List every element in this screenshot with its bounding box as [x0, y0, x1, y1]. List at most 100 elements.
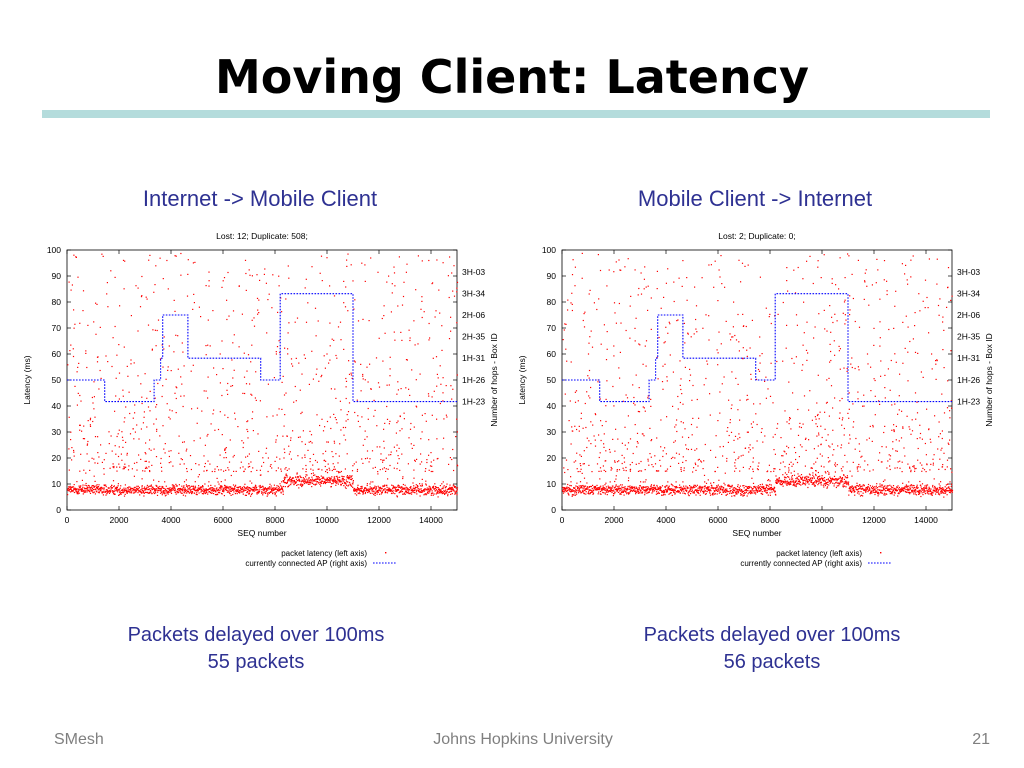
latency-point — [333, 476, 335, 478]
latency-point — [323, 482, 325, 484]
latency-point — [388, 488, 390, 491]
latency-point — [417, 488, 419, 490]
latency-point — [114, 410, 116, 412]
latency-point — [326, 479, 328, 481]
latency-point — [682, 422, 684, 424]
latency-point — [732, 492, 734, 494]
latency-point — [450, 488, 452, 490]
latency-point — [399, 469, 401, 471]
latency-point — [899, 489, 901, 491]
latency-point — [621, 442, 623, 444]
latency-point — [227, 467, 229, 469]
latency-point — [797, 478, 799, 480]
latency-point — [604, 493, 606, 495]
latency-point — [344, 468, 346, 470]
latency-point — [444, 493, 446, 495]
latency-point — [768, 316, 770, 318]
latency-point — [411, 369, 413, 371]
latency-point — [628, 477, 630, 479]
latency-point — [246, 428, 248, 431]
latency-point — [196, 407, 199, 409]
latency-point — [329, 285, 331, 287]
latency-point — [673, 489, 675, 491]
latency-point — [310, 434, 313, 436]
latency-point — [401, 304, 404, 306]
latency-point — [267, 494, 269, 496]
latency-point — [298, 362, 300, 364]
latency-point — [692, 492, 694, 494]
latency-point — [869, 425, 871, 427]
latency-point — [688, 436, 690, 439]
latency-point — [791, 481, 793, 483]
latency-point — [913, 493, 915, 495]
latency-point — [227, 393, 229, 395]
latency-point — [196, 494, 198, 496]
latency-point — [103, 468, 105, 470]
x-tick-label: 0 — [560, 515, 565, 525]
latency-point — [730, 431, 733, 433]
latency-point — [571, 490, 573, 492]
latency-point — [383, 447, 385, 449]
latency-point — [385, 468, 387, 470]
latency-point — [757, 490, 759, 492]
latency-point — [271, 307, 273, 309]
latency-point — [144, 489, 146, 491]
latency-point — [78, 492, 80, 494]
latency-point — [98, 456, 100, 458]
latency-point — [781, 480, 783, 482]
latency-point — [186, 470, 188, 473]
latency-point — [679, 401, 681, 404]
latency-point — [594, 445, 597, 447]
latency-point — [656, 484, 658, 487]
latency-point — [874, 414, 876, 416]
latency-point — [715, 487, 717, 489]
latency-point — [951, 491, 953, 493]
latency-point — [76, 491, 78, 493]
latency-point — [310, 479, 312, 481]
latency-point — [623, 486, 625, 488]
latency-point — [639, 492, 641, 494]
latency-point — [107, 361, 109, 363]
latency-point — [929, 489, 931, 491]
latency-point — [137, 330, 139, 332]
latency-point — [773, 489, 775, 491]
latency-point — [312, 480, 314, 482]
latency-point — [737, 485, 739, 488]
latency-point — [122, 395, 124, 397]
latency-point — [695, 489, 697, 491]
latency-point — [317, 320, 319, 322]
latency-point — [797, 408, 799, 411]
latency-point — [92, 492, 94, 494]
latency-point — [432, 282, 434, 284]
latency-point — [375, 488, 377, 490]
latency-point — [858, 488, 860, 490]
latency-point — [379, 486, 382, 488]
latency-point — [169, 418, 171, 420]
latency-point — [219, 411, 221, 413]
latency-point — [850, 490, 852, 493]
latency-point — [713, 490, 715, 492]
latency-point — [295, 400, 297, 402]
latency-point — [408, 329, 410, 331]
latency-point — [811, 481, 813, 483]
latency-point — [391, 490, 393, 492]
latency-point — [348, 402, 351, 404]
latency-point — [910, 484, 912, 486]
latency-point — [188, 492, 191, 494]
latency-point — [927, 491, 929, 493]
latency-point — [848, 408, 850, 410]
latency-point — [567, 483, 569, 486]
latency-point — [701, 487, 703, 489]
latency-point — [917, 491, 919, 493]
latency-point — [154, 489, 156, 491]
latency-point — [770, 487, 772, 489]
latency-point — [590, 489, 592, 491]
latency-point — [827, 481, 829, 483]
latency-point — [126, 452, 128, 454]
latency-point — [635, 491, 637, 494]
latency-point — [308, 441, 310, 443]
latency-point — [739, 489, 741, 491]
latency-point — [431, 490, 433, 492]
latency-point — [589, 336, 591, 338]
latency-point — [315, 335, 317, 337]
